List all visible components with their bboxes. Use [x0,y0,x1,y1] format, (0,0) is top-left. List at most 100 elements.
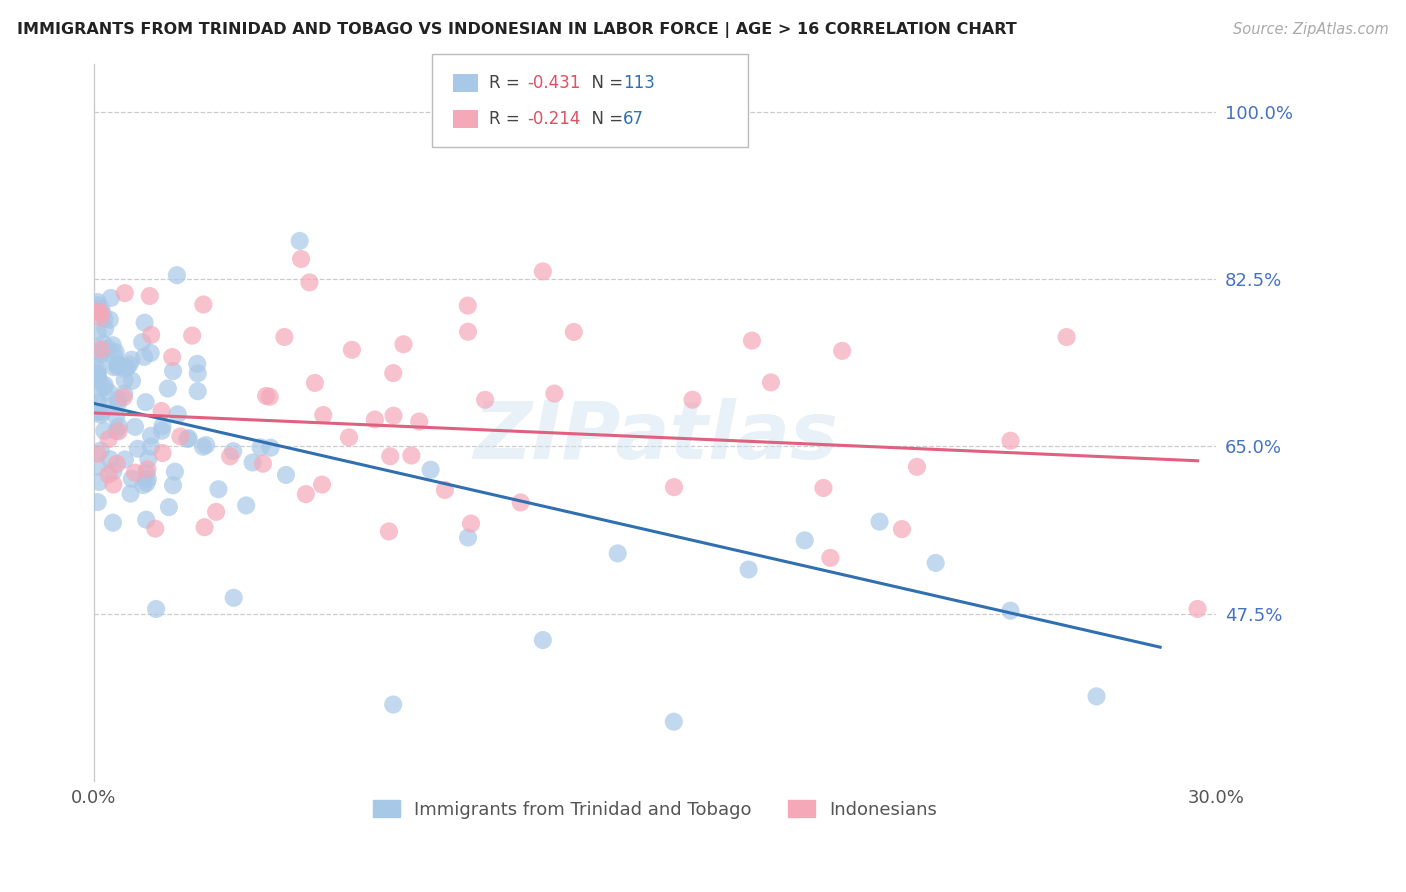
Point [135,466,157,480]
Point [114,286,136,301]
Point [134,350,156,364]
Point [457,299,479,313]
Point [160,350,183,364]
Text: Source: ZipAtlas.com: Source: ZipAtlas.com [1233,22,1389,37]
Point [86,395,108,409]
Point [86,363,108,377]
Point [93,424,115,438]
Text: -0.431: -0.431 [527,74,581,92]
Point [97,467,120,482]
Point [891,522,914,536]
Point [91,307,114,321]
Point [562,325,585,339]
Point [191,440,214,454]
Point [457,531,479,545]
Point [86,325,108,339]
Point [924,556,946,570]
Point [298,276,321,290]
Point [121,374,143,388]
Point [222,444,245,458]
Point [378,524,401,539]
Text: R =: R = [489,110,526,128]
Point [157,500,180,515]
Point [107,392,129,406]
Point [105,359,128,374]
Point [90,408,112,422]
Point [662,480,685,494]
Point [295,487,318,501]
Point [186,357,208,371]
Point [101,516,124,530]
Point [382,409,405,423]
Point [364,412,387,426]
Point [135,513,157,527]
Point [97,342,120,356]
Point [460,516,482,531]
Point [288,234,311,248]
Point [91,336,114,351]
Text: 113: 113 [623,74,655,92]
Text: 67: 67 [623,110,644,128]
Point [127,442,149,456]
Point [457,325,479,339]
Point [259,390,281,404]
Point [401,449,423,463]
Point [813,481,835,495]
Point [176,432,198,446]
Point [249,440,271,454]
Point [117,360,139,375]
Point [114,373,136,387]
Point [337,430,360,444]
Point [90,343,112,357]
Point [139,429,162,443]
Point [139,346,162,360]
Point [193,520,215,534]
Point [143,522,166,536]
Point [139,440,162,454]
Point [107,396,129,410]
Point [98,312,121,326]
Point [311,477,333,491]
Point [87,447,110,461]
Point [103,360,125,375]
Point [1085,690,1108,704]
Point [98,452,121,467]
Point [121,472,143,486]
Point [187,384,209,399]
Point [86,304,108,318]
Point [86,495,108,509]
Text: IMMIGRANTS FROM TRINIDAD AND TOBAGO VS INDONESIAN IN LABOR FORCE | AGE > 16 CORR: IMMIGRANTS FROM TRINIDAD AND TOBAGO VS I… [17,22,1017,38]
Point [181,328,204,343]
Point [169,429,191,443]
Point [177,431,200,445]
Point [93,312,115,326]
Point [104,345,127,359]
Point [118,358,141,372]
Point [90,346,112,360]
Point [132,478,155,492]
Point [124,420,146,434]
Text: N =: N = [581,74,628,92]
Point [107,358,129,372]
Point [290,252,312,266]
Point [219,450,242,464]
Point [193,297,215,311]
Point [831,343,853,358]
Point [89,305,111,319]
Point [86,405,108,419]
Point [166,407,188,421]
Point [86,368,108,382]
Point [312,408,335,422]
Point [273,330,295,344]
Point [103,477,125,491]
Point [152,446,174,460]
Point [254,389,277,403]
Point [187,367,209,381]
Legend: Immigrants from Trinidad and Tobago, Indonesians: Immigrants from Trinidad and Tobago, Ind… [366,792,945,826]
Point [662,714,685,729]
Point [242,455,264,469]
Point [94,321,117,335]
Point [124,466,146,480]
Point [682,392,704,407]
Point [531,633,554,648]
